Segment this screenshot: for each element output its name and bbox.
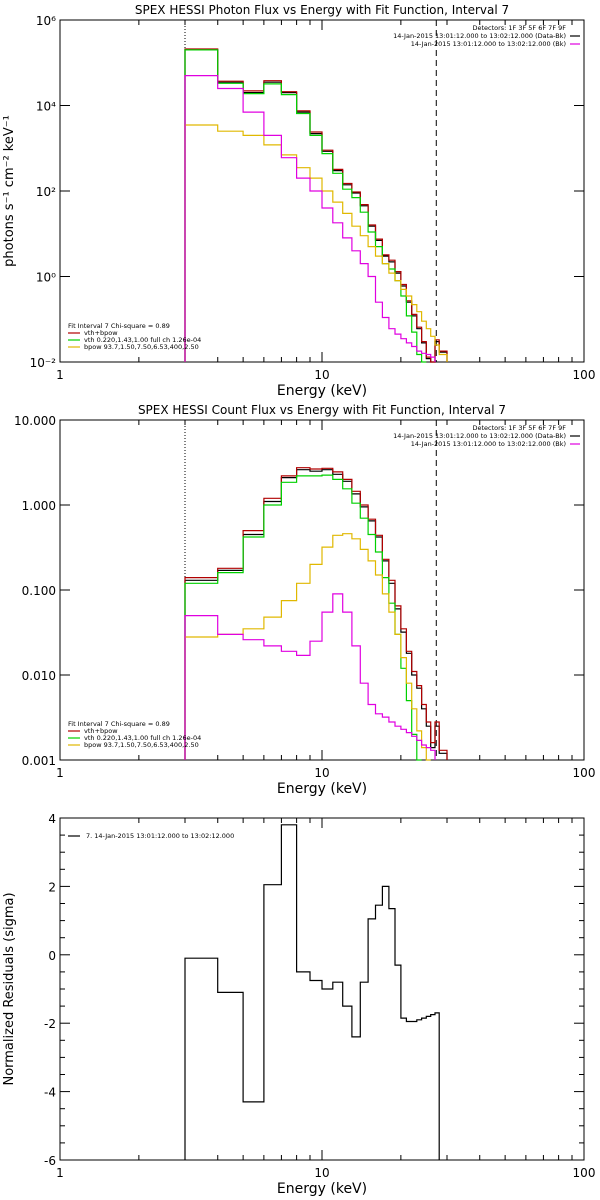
series-data-bk	[184, 469, 448, 760]
y-tick-label: 10⁶	[36, 14, 56, 28]
x-axis-label: Energy (keV)	[277, 781, 367, 797]
y-tick-label: 10⁻²	[30, 356, 57, 370]
legend-entry: bpow 93.7,1.50,7.50,6.53,400,2.50	[84, 741, 199, 749]
legend-entry: Fit Interval 7 Chi-square = 0.89	[68, 322, 170, 330]
info-line: Detectors: 1F 3F 5F 6F 7F 9F	[472, 424, 566, 432]
y-tick-label: -6	[44, 1154, 56, 1168]
y-tick-label: 0.100	[22, 584, 56, 598]
chart-title: SPEX HESSI Photon Flux vs Energy with Fi…	[135, 3, 509, 17]
y-tick-label: 0.001	[22, 754, 56, 768]
series-residuals	[184, 824, 440, 1160]
x-tick-label: 10	[314, 766, 329, 780]
series-vth	[184, 474, 422, 761]
y-tick-label: -4	[44, 1086, 56, 1100]
y-axis-label: photons s⁻¹ cm⁻² keV⁻¹	[2, 115, 17, 267]
y-tick-label: 10⁴	[36, 100, 56, 114]
x-tick-label: 1	[56, 368, 64, 382]
series-bk	[184, 593, 436, 760]
series-data-bk	[184, 49, 448, 363]
y-tick-label: 0	[48, 949, 56, 963]
y-tick-label: 4	[48, 812, 56, 826]
series-bpow	[184, 124, 448, 362]
info-line: 14-Jan-2015 13:01:12.000 to 13:02:12.000…	[393, 432, 566, 440]
legend-entry: 7. 14-Jan-2015 13:01:12.000 to 13:02:12.…	[86, 832, 234, 840]
x-tick-label: 10	[314, 368, 329, 382]
info-line: 14-Jan-2015 13:01:12.000 to 13:02:12.000…	[393, 32, 566, 40]
info-line: 14-Jan-2015 13:01:12.000 to 13:02:12.000…	[411, 40, 566, 48]
x-tick-label: 100	[573, 766, 596, 780]
y-tick-label: -2	[44, 1017, 56, 1031]
x-tick-label: 1	[56, 1166, 64, 1180]
legend-entry: vth+bpow	[84, 329, 118, 337]
legend-entry: vth+bpow	[84, 727, 118, 735]
y-tick-label: 1.000	[22, 499, 56, 513]
info-line: 14-Jan-2015 13:01:12.000 to 13:02:12.000…	[411, 440, 566, 448]
chart-panel-3: 1 10 100 -6 -4 -2 0 2 4 Energy (keV) Normalized Re…	[2, 812, 595, 1197]
x-tick-label: 100	[573, 1166, 596, 1180]
y-tick-label: 10⁰	[36, 271, 56, 285]
chart-panel-2: 1 10 100 0.001 0.010 0.100 1.000 10.000 SPEX HES…	[14, 403, 595, 797]
y-tick-label: 10²	[36, 185, 56, 199]
series-vth-bpow	[184, 48, 448, 363]
legend-entry: Fit Interval 7 Chi-square = 0.89	[68, 720, 170, 728]
x-tick-label: 10	[314, 1166, 329, 1180]
y-axis-label: Normalized Residuals (sigma)	[2, 892, 17, 1085]
info-line: Detectors: 1F 3F 5F 6F 7F 9F	[472, 24, 566, 32]
x-axis-label: Energy (keV)	[277, 1181, 367, 1197]
series-bk	[184, 75, 436, 362]
y-tick-label: 0.010	[22, 669, 56, 683]
legend-entry: vth 0.220,1.43,1.00 full ch 1.26e-04	[84, 734, 201, 742]
y-tick-label: 2	[48, 880, 56, 894]
chart-title: SPEX HESSI Count Flux vs Energy with Fit…	[138, 403, 506, 417]
x-tick-label: 100	[573, 368, 596, 382]
x-axis-label: Energy (keV)	[277, 383, 367, 399]
series-vth	[184, 49, 427, 363]
legend-entry: vth 0.220,1.43,1.00 full ch 1.26e-04	[84, 336, 201, 344]
series-bpow	[184, 533, 431, 761]
series-vth-bpow	[184, 467, 448, 760]
chart-panel-1: 1 10 100 10⁻² 10⁰ 10² 10⁴ 10⁶ SPEX HESSI Photon …	[2, 3, 595, 399]
y-tick-label: 10.000	[14, 414, 56, 428]
x-tick-label: 1	[56, 766, 64, 780]
legend-entry: bpow 93.7,1.50,7.50,6.53,400,2.50	[84, 343, 199, 351]
